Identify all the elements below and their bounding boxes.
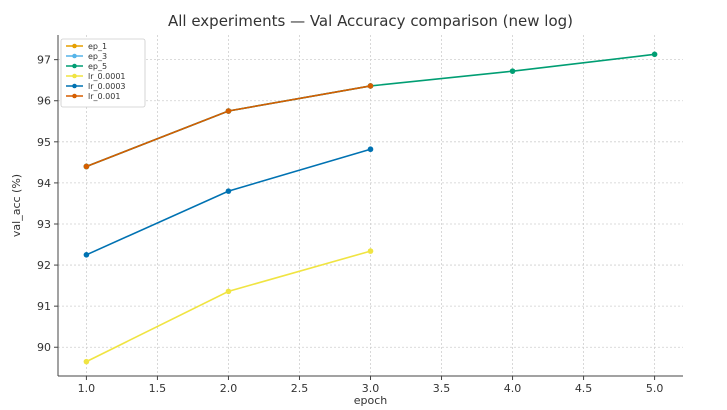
legend-label-lr-0-001: lr_0.001	[88, 92, 120, 101]
x-tick-label: 2.5	[291, 382, 309, 395]
series-group	[83, 51, 658, 365]
series-lr-0-0003	[83, 146, 374, 258]
series-lr-0-0001	[83, 248, 374, 365]
y-tick-label: 97	[37, 54, 51, 67]
legend-marker-ep-5	[72, 63, 77, 69]
chart-title: All experiments — Val Accuracy compariso…	[168, 12, 573, 30]
axes: 1.0 1.5 2.0 2.5 3.0 3.5 4.0 4.5 5.0 90 91 92 93 94 95 9…	[37, 35, 683, 395]
y-tick-label: 95	[37, 136, 51, 149]
y-tick-label: 93	[37, 218, 51, 231]
legend-label-lr-0-0003: lr_0.0003	[88, 82, 126, 91]
x-tick-label: 1.0	[78, 382, 96, 395]
legend-label-ep-1: ep_1	[88, 42, 107, 51]
legend-marker-lr-0-0001	[72, 73, 77, 79]
x-axis-label: epoch	[354, 394, 388, 407]
legend-label-ep-3: ep_3	[88, 52, 107, 61]
data-point-lr-0-001	[83, 163, 90, 170]
legend-label-lr-0-0001: lr_0.0001	[88, 72, 126, 81]
grid	[58, 35, 683, 376]
data-point-lr-0-0001	[83, 358, 90, 365]
data-point-ep-5	[651, 51, 658, 58]
data-point-lr-0-0001	[367, 248, 374, 254]
y-tick-label: 91	[37, 300, 51, 313]
data-point-lr-0-001	[225, 108, 232, 114]
legend-marker-ep-1	[72, 43, 77, 49]
legend-marker-lr-0-0003	[72, 83, 77, 89]
data-point-lr-0-0003	[225, 188, 232, 194]
y-tick-label: 90	[37, 341, 51, 354]
data-point-ep-5	[509, 68, 516, 74]
legend-label-ep-5: ep_5	[88, 62, 107, 71]
series-line-lr-0-0003	[86, 148, 371, 256]
x-tick-label: 3.5	[433, 382, 451, 395]
data-point-lr-0-0003	[83, 252, 90, 258]
y-axis-label: val_acc (%)	[10, 174, 23, 237]
data-point-lr-0-0001	[225, 288, 232, 295]
y-tick-label: 96	[37, 95, 51, 108]
x-tick-label: 4.0	[504, 382, 522, 395]
data-point-lr-0-001	[367, 83, 374, 89]
data-point-lr-0-0003	[367, 146, 374, 153]
x-tick-label: 2.0	[220, 382, 238, 395]
x-tick-label: 4.5	[575, 382, 593, 395]
legend-marker-lr-0-001	[72, 93, 77, 99]
series-lr-0-001	[83, 83, 374, 170]
x-tick-label: 1.5	[149, 382, 167, 395]
legend-marker-ep-3	[72, 53, 77, 59]
x-tick-label: 3.0	[362, 382, 380, 395]
y-tick-label: 94	[37, 177, 51, 190]
x-tick-label: 5.0	[646, 382, 664, 395]
y-tick-label: 92	[37, 259, 51, 272]
